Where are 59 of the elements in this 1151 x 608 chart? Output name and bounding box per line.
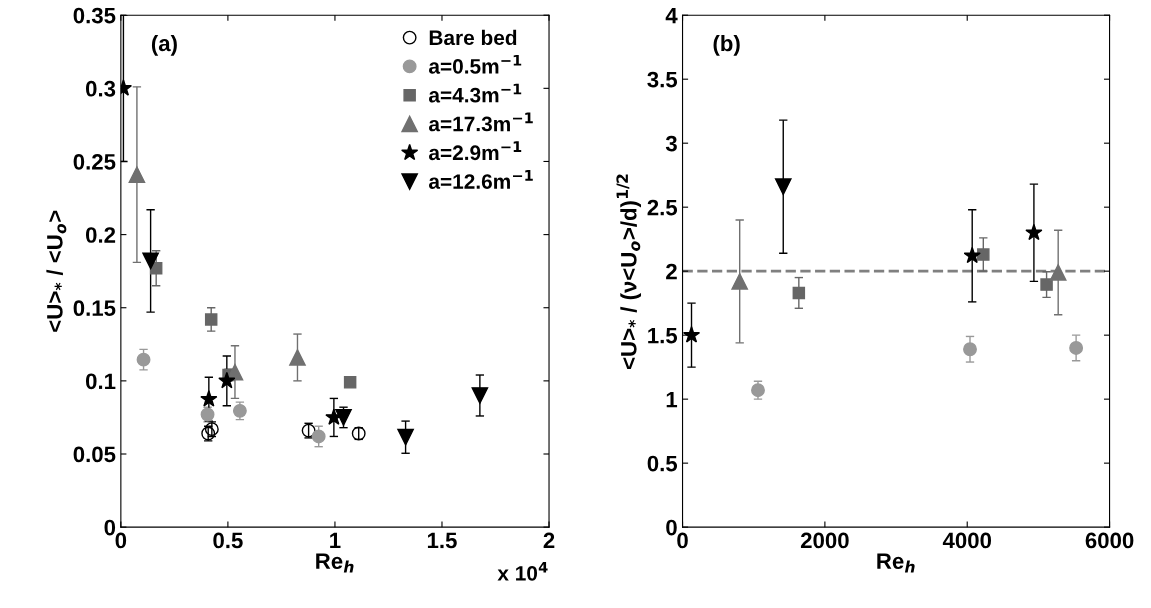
point [977,248,990,261]
x-tick-label: 1.5 [427,532,457,549]
point [471,387,489,404]
point [343,376,357,389]
legend-label: a=2.9m$^{−1}$ [429,141,522,161]
y-tick-label: 4 [665,7,678,24]
point [200,390,218,407]
y-tick-label: 0 [104,519,116,536]
y-tick-label: 0.1 [85,373,116,390]
y-tick-label: 1 [666,391,678,408]
point [289,349,306,366]
y-tick-label: 3.5 [647,71,678,88]
point [128,166,146,183]
legend-label: a=12.6m$^{−1}$ [429,170,533,189]
y-tick-label: 0.05 [73,446,116,463]
x-axis-title: Re$_{h}$ [316,553,354,573]
point [311,429,326,444]
point [1049,264,1067,281]
point [1069,341,1084,355]
x-tick-label: 0 [115,532,127,549]
legend-label: a=17.3m$^{−1}$ [429,112,533,132]
y-tick-label: 2.5 [647,199,678,216]
legend-label: a=4.3m$^{−1}$ [429,83,522,103]
x-tick-label: 4000 [942,532,992,549]
y-tick-label: 0.3 [85,80,116,97]
point [731,273,749,290]
x-axis-title: Re$_{h}$ [877,553,915,573]
y-tick-label: 2 [666,263,677,280]
point [397,428,414,446]
text: x 10$^{4}$ [497,561,548,581]
point [774,178,792,196]
y-tick-label: 0.5 [647,455,678,472]
y-tick-label: 0.35 [73,7,116,24]
point [963,246,981,264]
y-tick-label: 0 [666,519,677,536]
y-axis-title: <U>$_{*}$ / <U$_{o}$> [46,210,67,332]
point [682,326,701,343]
y-tick-label: 0.15 [73,300,116,317]
x-tick-label: 2000 [800,532,849,549]
y-tick-label: 0.2 [85,227,116,243]
x-tick-label: 1 [330,532,341,549]
legend-label: Bare bed [429,29,517,46]
x-tick-label: 2 [543,532,555,549]
x-tick-label: 0.5 [213,532,243,549]
point [142,252,159,270]
y-tick-label: 0.25 [73,154,116,170]
y-tick-label: 3 [665,135,677,152]
legend-label: a=0.5m$^{−1}$ [429,54,522,74]
point [1025,223,1043,241]
point [963,342,977,357]
y-axis-title: <U>$_{*}$ / (ν<U$_{o}$>/d)$^{1/2}$ [616,174,642,370]
point [204,313,218,326]
x-tick-label: 6000 [1085,532,1134,549]
point [1040,278,1053,291]
y-tick-label: 1.5 [648,327,678,344]
point [136,352,151,367]
annotation: (b) [713,34,740,56]
annotation: (a) [151,34,177,56]
point [792,286,806,300]
